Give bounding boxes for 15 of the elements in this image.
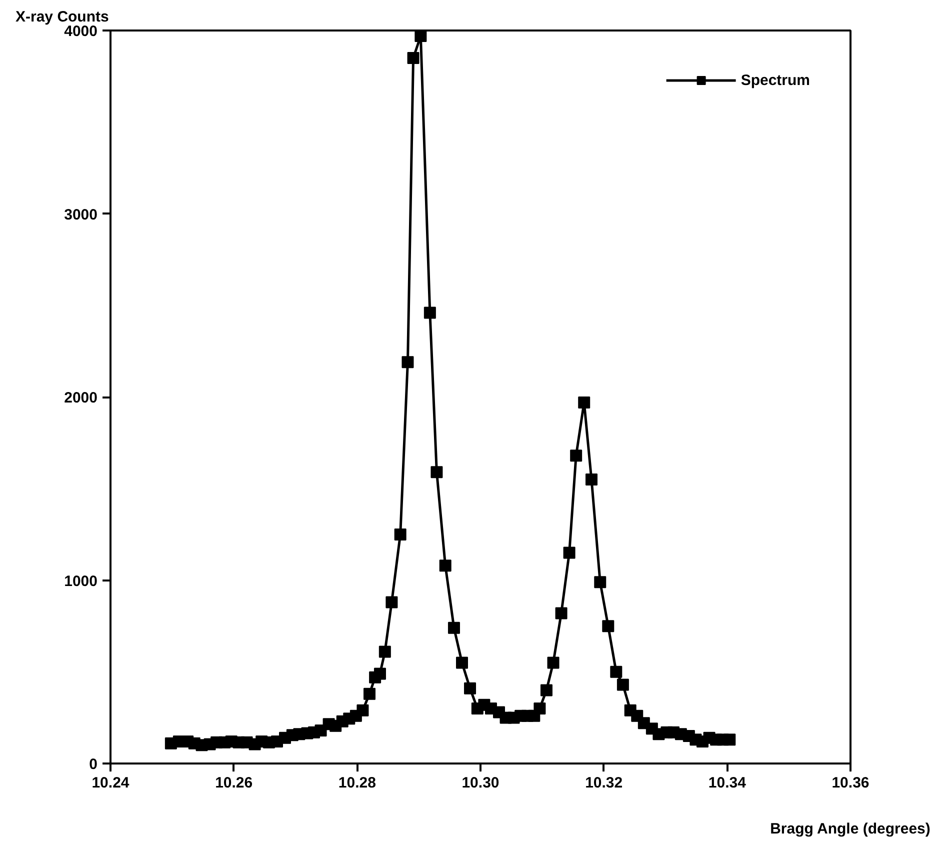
- y-tick-label: 4000: [64, 23, 98, 40]
- x-tick-label: 10.32: [585, 774, 623, 792]
- y-tick-label: 3000: [64, 206, 98, 224]
- legend-label: Spectrum: [740, 72, 810, 88]
- y-tick-label: 1000: [64, 572, 98, 590]
- y-tick-label: 2000: [64, 390, 98, 406]
- x-tick-label: 10.30: [462, 774, 500, 792]
- y-tick-label: 0: [89, 756, 98, 773]
- x-tick-label: 10.28: [338, 774, 376, 792]
- x-tick-label: 10.26: [215, 774, 253, 792]
- x-tick-label: 10.36: [832, 774, 870, 792]
- y-axis-title: X-ray Counts: [16, 8, 109, 26]
- x-tick-label: 10.34: [708, 774, 747, 792]
- x-tick-label: 10.24: [92, 774, 130, 792]
- x-axis-title: Bragg Angle (degrees): [770, 820, 930, 838]
